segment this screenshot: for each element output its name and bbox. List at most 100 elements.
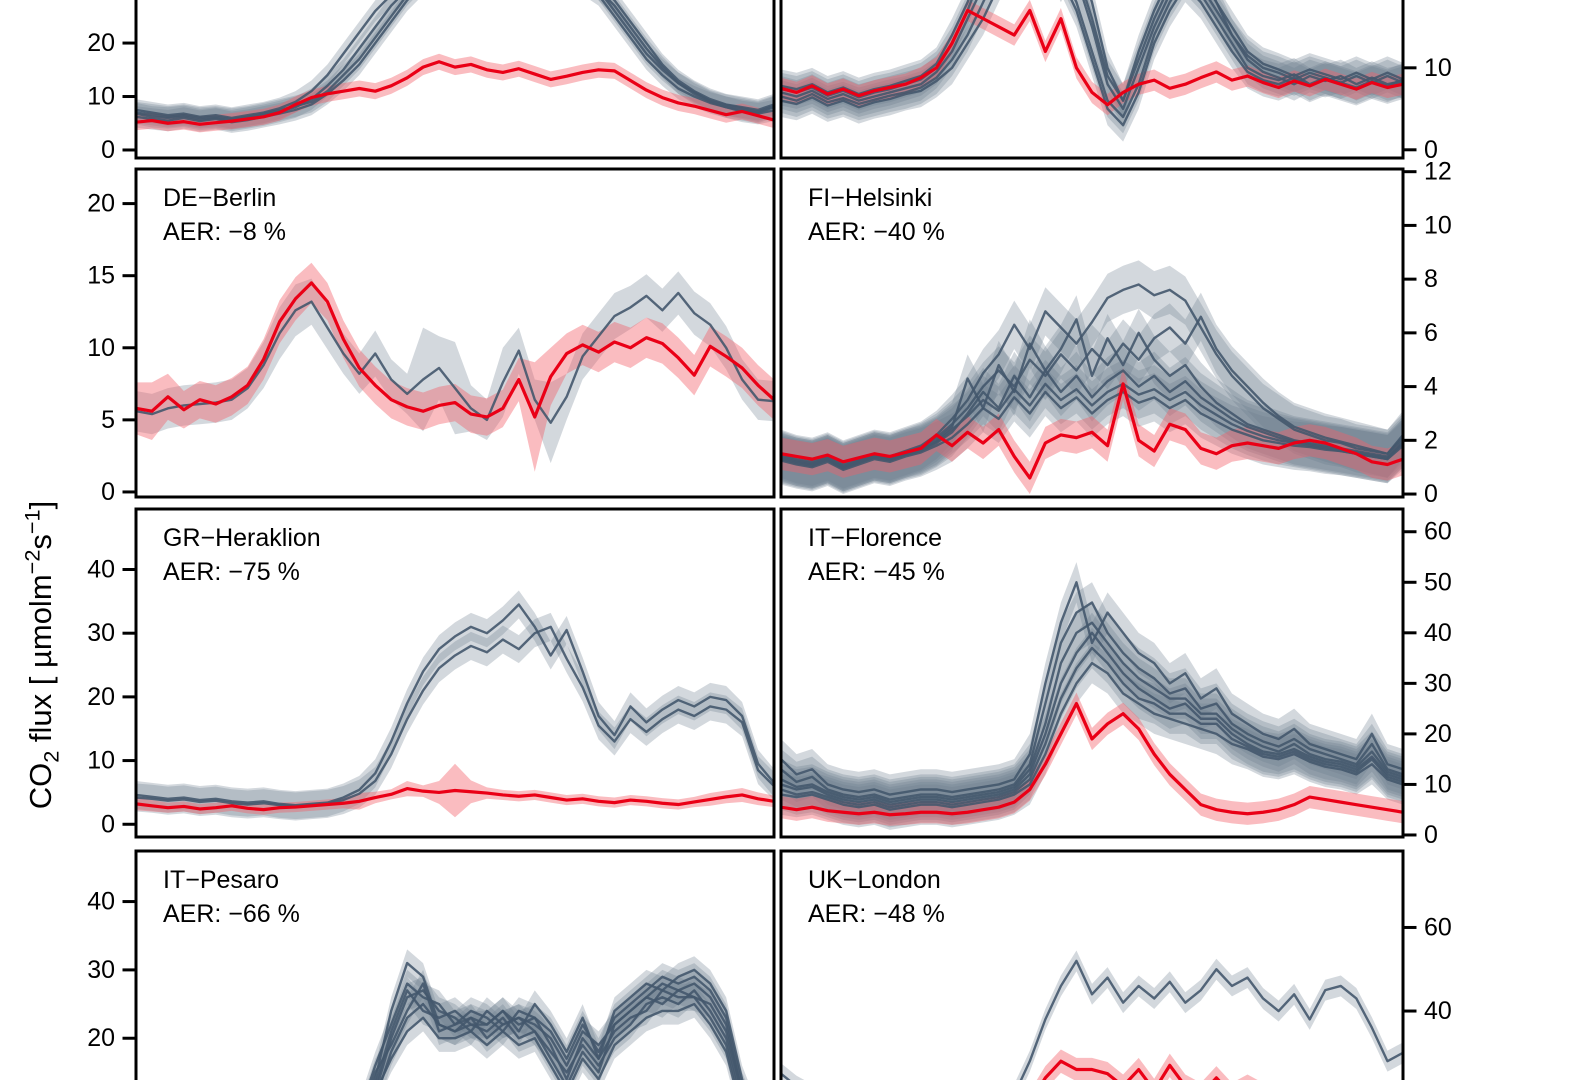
y-axis-label: CO2 flux [ µmolm−2s−1] [19, 500, 64, 810]
y-tick-label: 30 [87, 0, 115, 4]
y-tick-label: 30 [87, 956, 115, 984]
gray-confidence-band [369, 949, 748, 1080]
y-tick-label: 10 [87, 747, 115, 775]
y-tick-label: 40 [87, 556, 115, 584]
y-tick-label: 10 [87, 334, 115, 362]
panel-chart: 0 10 20 30 [87, 0, 776, 164]
y-tick-label: 0 [1424, 480, 1438, 508]
y-tick-label: 10 [1424, 54, 1452, 82]
gray-series-line [136, 603, 774, 807]
y-tick-label: 0 [1424, 821, 1438, 849]
gray-series-line [781, 959, 1403, 1080]
gray-confidence-band [781, 0, 1403, 121]
gray-series-line [136, 0, 774, 121]
gray-confidence-band [781, 0, 1403, 142]
gray-confidence-band [374, 969, 743, 1080]
y-tick-label: 6 [1424, 319, 1438, 347]
gray-confidence-band [781, 346, 1403, 493]
gray-series-line [379, 1002, 735, 1080]
y-tick-label: 5 [101, 406, 115, 434]
red-confidence-band [136, 53, 774, 133]
panel-border [134, 167, 776, 499]
y-tick-label: 0 [101, 136, 115, 164]
gray-series-line [781, 646, 1403, 809]
y-tick-label: 20 [87, 29, 115, 57]
panel-border [134, 849, 776, 1080]
y-tick-label: 40 [87, 888, 115, 916]
panel-uk-london: UK−London AER: −48 % 0204060 [779, 849, 1452, 1080]
gray-series-line [781, 0, 1403, 111]
panel-border [134, 0, 776, 160]
panel-fi-helsinki: FI−Helsinki AER: −40 % 0 2 4 6 8 10 12 [779, 158, 1452, 508]
y-tick-label: 50 [1424, 568, 1452, 596]
gray-series-line [136, 291, 774, 424]
panel-title-block: IT−Pesaro AER: −66 % [163, 863, 300, 931]
red-confidence-band [781, 0, 1403, 116]
panel-title: IT−Florence [808, 524, 943, 552]
gray-series-line [781, 661, 1403, 811]
gray-confidence-band [781, 627, 1403, 828]
gray-series-line [781, 621, 1403, 804]
panel-aer-label: AER: −48 % [808, 900, 945, 928]
panel-top-left-partial: 0 10 20 30 [87, 0, 776, 164]
y-tick-label: 20 [87, 1024, 115, 1052]
y-tick-label: 4 [1424, 373, 1438, 401]
gray-confidence-band [781, 260, 1403, 489]
panel-border [779, 507, 1405, 839]
gray-series-line [781, 382, 1403, 469]
gray-series-line [781, 601, 1403, 801]
panel-title-block: IT−Florence AER: −45 % [808, 521, 945, 589]
red-series-line [136, 60, 774, 126]
panel-title: DE−Berlin [163, 184, 277, 212]
gray-confidence-band [136, 0, 774, 133]
gray-series-line [781, 631, 1403, 806]
y-tick-label: 10 [87, 83, 115, 111]
panel-chart: 0 10 20 30 40 [87, 507, 776, 839]
panel-it-florence: IT−Florence AER: −45 % 0 10 20 30 40 50 60 [779, 507, 1452, 849]
y-tick-label: 20 [87, 683, 115, 711]
panel-title: UK−London [808, 866, 941, 894]
panel-border [779, 167, 1405, 499]
y-tick-label: 10 [1424, 770, 1452, 798]
gray-confidence-band [136, 271, 774, 464]
y-tick-label: 12 [1424, 158, 1452, 186]
panel-border [779, 0, 1405, 160]
panel-aer-label: AER: −40 % [808, 218, 945, 246]
red-confidence-band [136, 262, 774, 472]
panel-aer-label: AER: −45 % [808, 558, 945, 586]
panel-chart: 0204060 [779, 849, 1452, 1080]
panel-title: IT−Pesaro [163, 866, 280, 894]
gray-confidence-band [136, 0, 774, 130]
panel-border [779, 849, 1405, 1080]
y-tick-label: 0 [1424, 136, 1438, 164]
y-tick-label: 30 [87, 619, 115, 647]
panel-gr-heraklion: GR−Heraklion AER: −75 % 0 10 20 30 40 [87, 507, 776, 839]
y-tick-label: 15 [87, 262, 115, 290]
gray-confidence-band [136, 0, 774, 129]
y-tick-label: 0 [101, 810, 115, 838]
gray-confidence-band [781, 950, 1403, 1080]
red-series-line [1042, 1059, 1221, 1080]
y-tick-label: 60 [1424, 518, 1452, 546]
gray-confidence-band [136, 0, 774, 132]
panel-title-block: FI−Helsinki AER: −40 % [808, 181, 945, 249]
gray-confidence-band [781, 359, 1403, 492]
y-tick-label: 40 [1424, 619, 1452, 647]
y-tick-label: 30 [1424, 669, 1452, 697]
y-tick-label: 8 [1424, 265, 1438, 293]
panel-title-block: GR−Heraklion AER: −75 % [163, 521, 321, 589]
red-series-line [781, 701, 1403, 817]
red-series-line [781, 382, 1403, 480]
y-tick-label: 40 [1424, 997, 1452, 1025]
y-tick-label: 0 [101, 478, 115, 506]
gray-series-line [781, 0, 1403, 127]
panel-title-block: UK−London AER: −48 % [808, 863, 945, 931]
red-series-line [781, 8, 1403, 107]
gray-series-line [781, 581, 1403, 796]
y-tick-label: 10 [1424, 211, 1452, 239]
gray-series-line [371, 982, 737, 1080]
red-series-line [136, 281, 774, 419]
